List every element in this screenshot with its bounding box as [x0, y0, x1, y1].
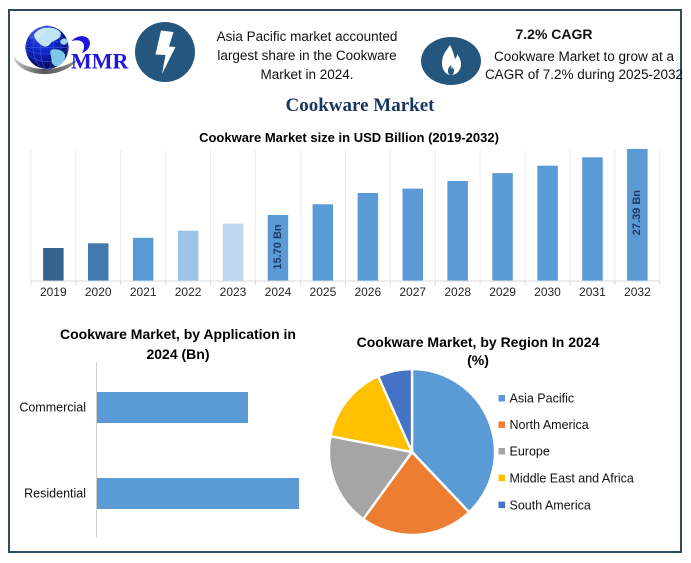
svg-text:2027: 2027 — [399, 285, 426, 299]
svg-text:2026: 2026 — [354, 285, 381, 299]
svg-text:2021: 2021 — [130, 285, 157, 299]
svg-text:2020: 2020 — [85, 285, 112, 299]
svg-text:North America: North America — [510, 418, 589, 432]
svg-text:Middle East and Africa: Middle East and Africa — [510, 471, 634, 485]
svg-text:2029: 2029 — [489, 285, 516, 299]
svg-text:Asia Pacific: Asia Pacific — [510, 392, 575, 406]
svg-text:2022: 2022 — [175, 285, 202, 299]
svg-text:Europe: Europe — [510, 445, 550, 459]
svg-text:15.70 Bn: 15.70 Bn — [272, 224, 284, 270]
svg-text:2031: 2031 — [579, 285, 606, 299]
svg-text:MMR: MMR — [71, 49, 130, 74]
svg-text:2025: 2025 — [310, 285, 337, 299]
svg-text:2019: 2019 — [40, 285, 67, 299]
svg-text:South America: South America — [510, 498, 591, 512]
svg-text:2024: 2024 — [265, 285, 292, 299]
svg-text:2028: 2028 — [444, 285, 471, 299]
svg-text:Commercial: Commercial — [19, 400, 86, 414]
svg-text:2030: 2030 — [534, 285, 561, 299]
svg-text:Residential: Residential — [24, 486, 86, 500]
svg-text:2032: 2032 — [624, 285, 651, 299]
svg-text:27.39 Bn: 27.39 Bn — [631, 190, 643, 236]
svg-text:2023: 2023 — [220, 285, 247, 299]
